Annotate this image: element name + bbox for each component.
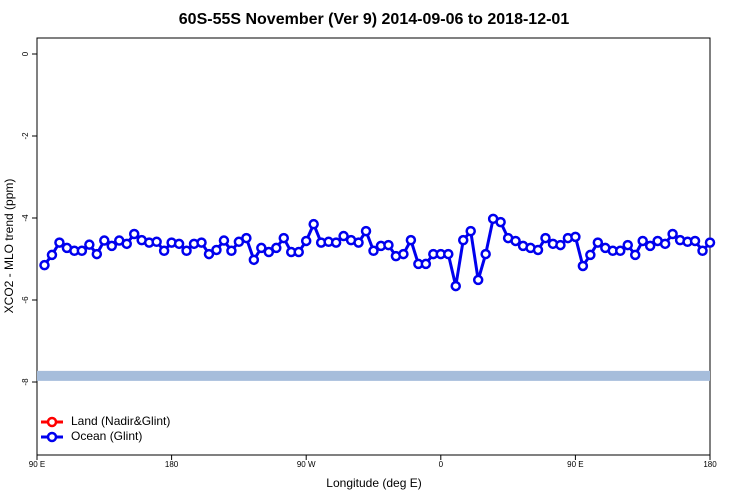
y-tick-label: -4 bbox=[21, 214, 30, 222]
data-point bbox=[615, 245, 626, 257]
data-point bbox=[293, 246, 304, 258]
x-tick-label: 90 E bbox=[567, 460, 583, 469]
legend-marker bbox=[46, 416, 58, 428]
data-point bbox=[644, 240, 656, 252]
y-tick-label: -8 bbox=[21, 378, 30, 386]
data-point bbox=[300, 235, 312, 247]
data-point bbox=[338, 230, 349, 242]
data-point bbox=[585, 249, 596, 261]
data-point bbox=[360, 225, 372, 237]
data-point bbox=[248, 254, 260, 266]
data-point bbox=[196, 237, 207, 248]
data-point bbox=[76, 245, 88, 257]
x-tick-label: 90 W bbox=[297, 460, 316, 469]
x-tick-label: 0 bbox=[439, 460, 444, 469]
data-point bbox=[555, 239, 566, 251]
data-point bbox=[540, 232, 551, 244]
data-point bbox=[398, 248, 409, 260]
legend-label: Ocean (Glint) bbox=[71, 429, 142, 443]
legend-label: Land (Nadir&Glint) bbox=[71, 414, 170, 428]
data-point bbox=[532, 244, 544, 256]
data-point bbox=[84, 239, 95, 250]
legend-marker bbox=[46, 431, 58, 443]
x-axis-label: Longitude (deg E) bbox=[326, 476, 421, 490]
data-point bbox=[629, 249, 641, 261]
data-point bbox=[353, 237, 364, 248]
data-point bbox=[128, 228, 140, 240]
data-point bbox=[420, 258, 432, 270]
data-point bbox=[704, 237, 716, 248]
data-point bbox=[211, 244, 222, 256]
data-point bbox=[659, 238, 671, 250]
data-point bbox=[278, 232, 290, 244]
data-point bbox=[99, 235, 110, 246]
x-tick-label: 90 E bbox=[29, 460, 45, 469]
data-point bbox=[151, 236, 162, 248]
data-point bbox=[457, 234, 469, 246]
data-point bbox=[637, 235, 648, 247]
data-point bbox=[667, 228, 678, 240]
data-point bbox=[510, 235, 521, 247]
data-point bbox=[46, 249, 58, 261]
data-point bbox=[308, 218, 319, 230]
data-point bbox=[203, 248, 215, 260]
y-tick-label: -6 bbox=[21, 296, 30, 304]
x-tick-label: 180 bbox=[165, 460, 179, 469]
data-point bbox=[495, 216, 506, 228]
data-point bbox=[472, 274, 484, 286]
data-point bbox=[330, 237, 342, 248]
y-axis-label: XCO2 - MLO trend (ppm) bbox=[2, 179, 16, 314]
x-tick-label: 180 bbox=[703, 460, 717, 469]
data-point bbox=[368, 245, 379, 257]
data-point bbox=[689, 235, 701, 247]
data-point bbox=[443, 248, 454, 260]
data-point bbox=[697, 245, 708, 257]
data-point bbox=[570, 231, 581, 243]
data-point bbox=[39, 259, 50, 271]
y-tick-label: 0 bbox=[21, 51, 30, 56]
data-point bbox=[592, 237, 604, 248]
data-point bbox=[465, 225, 476, 237]
data-point bbox=[226, 245, 237, 257]
data-point bbox=[480, 248, 491, 260]
chart-title: 60S-55S November (Ver 9) 2014-09-06 to 2… bbox=[179, 11, 570, 28]
data-point bbox=[173, 238, 185, 250]
y-tick-label: -2 bbox=[21, 132, 30, 140]
data-point bbox=[622, 239, 633, 251]
data-point bbox=[54, 237, 65, 248]
data-point bbox=[405, 234, 417, 246]
data-point bbox=[218, 235, 230, 246]
data-point bbox=[577, 260, 589, 272]
data-point bbox=[450, 280, 462, 292]
data-point bbox=[158, 245, 170, 257]
data-point bbox=[91, 248, 103, 260]
data-point bbox=[271, 242, 282, 254]
data-point bbox=[256, 242, 267, 254]
data-point bbox=[241, 232, 252, 244]
data-point bbox=[263, 246, 275, 258]
data-point bbox=[121, 238, 132, 250]
data-point bbox=[181, 245, 192, 257]
data-point bbox=[383, 239, 394, 251]
data-point bbox=[106, 240, 118, 252]
